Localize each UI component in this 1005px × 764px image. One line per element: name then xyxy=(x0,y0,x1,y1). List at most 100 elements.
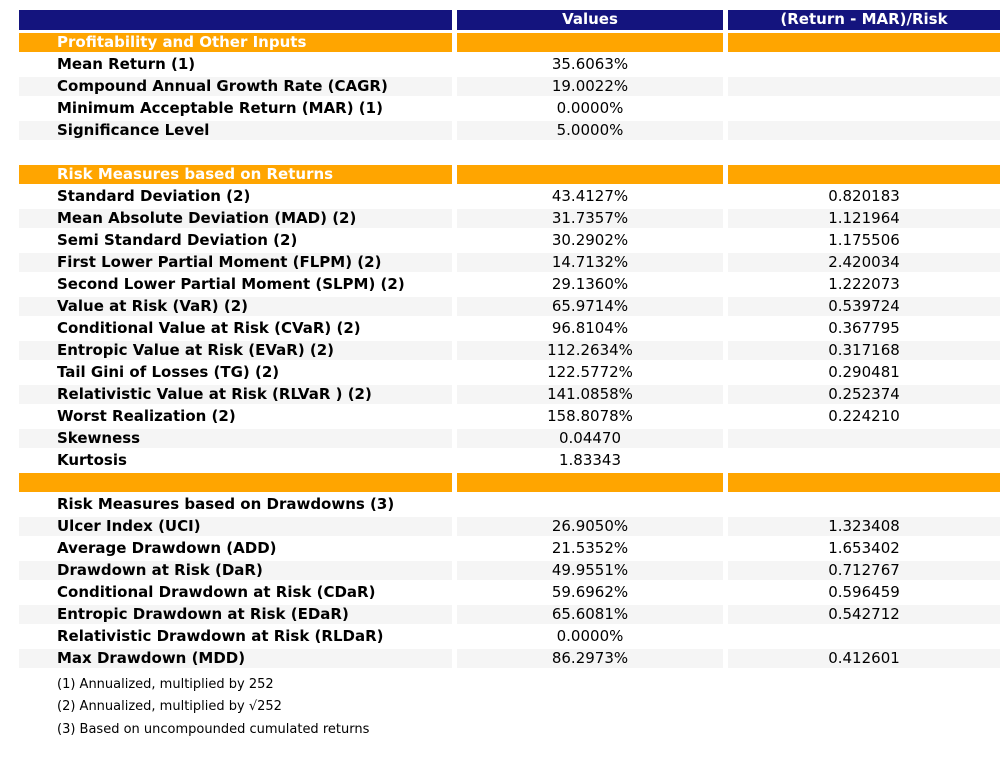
metric-label: Value at Risk (VaR) (2) xyxy=(19,296,452,316)
footnotes: (1) Annualized, multiplied by 252 (2) An… xyxy=(14,676,1005,737)
metric-ratio: 0.712767 xyxy=(728,560,1000,580)
metric-label: Conditional Value at Risk (CVaR) (2) xyxy=(19,318,452,338)
metric-ratio xyxy=(728,98,1000,118)
metric-label: Risk Measures based on Drawdowns (3) xyxy=(19,494,452,514)
metric-label: Risk Measures based on Returns xyxy=(19,164,452,184)
metric-value: 122.5772% xyxy=(457,362,723,382)
metric-label: Relativistic Drawdown at Risk (RLDaR) xyxy=(19,626,452,646)
metric-value xyxy=(457,494,723,514)
metric-value: 141.0858% xyxy=(457,384,723,404)
metric-ratio xyxy=(728,54,1000,74)
table-row: Average Drawdown (ADD) 21.5352% 1.653402 xyxy=(19,538,1000,558)
table-row: Relativistic Value at Risk (RLVaR ) (2) 1… xyxy=(19,384,1000,404)
footnote-1: (1) Annualized, multiplied by 252 xyxy=(57,676,274,692)
metric-label: Semi Standard Deviation (2) xyxy=(19,230,452,250)
table-header-row: Values (Return - MAR)/Risk xyxy=(19,9,1000,30)
metric-ratio xyxy=(728,626,1000,646)
metric-label: Average Drawdown (ADD) xyxy=(19,538,452,558)
metric-value: 1.83343 xyxy=(457,450,723,470)
table-row: Second Lower Partial Moment (SLPM) (2) 29… xyxy=(19,274,1000,294)
risk-measures-table: Values (Return - MAR)/Risk Profitability… xyxy=(14,7,1005,671)
metric-ratio: 0.224210 xyxy=(728,406,1000,426)
table-row: Significance Level 5.0000% xyxy=(19,120,1000,140)
metric-value: 112.2634% xyxy=(457,340,723,360)
subsection-title-row: Risk Measures based on Drawdowns (3) xyxy=(19,494,1000,514)
table-row: Conditional Value at Risk (CVaR) (2) 96.8… xyxy=(19,318,1000,338)
metric-column-header xyxy=(19,9,452,30)
table-row: Minimum Acceptable Return (MAR) (1) 0.000… xyxy=(19,98,1000,118)
table-row: Semi Standard Deviation (2) 30.2902% 1.175… xyxy=(19,230,1000,250)
metric-value: 14.7132% xyxy=(457,252,723,272)
table-row: Entropic Drawdown at Risk (EDaR) 65.6081%… xyxy=(19,604,1000,624)
metric-ratio: 0.412601 xyxy=(728,648,1000,668)
metric-value: 29.1360% xyxy=(457,274,723,294)
metric-value: 86.2973% xyxy=(457,648,723,668)
table-row: Standard Deviation (2) 43.4127% 0.820183 xyxy=(19,186,1000,206)
table-row: Worst Realization (2) 158.8078% 0.224210 xyxy=(19,406,1000,426)
metric-label: Kurtosis xyxy=(19,450,452,470)
metric-ratio xyxy=(728,120,1000,140)
section-header-row: Profitability and Other Inputs xyxy=(19,32,1000,52)
table-row: Mean Return (1) 35.6063% xyxy=(19,54,1000,74)
metric-value: 65.9714% xyxy=(457,296,723,316)
table-row: Kurtosis 1.83343 xyxy=(19,450,1000,470)
table-row: Max Drawdown (MDD) 86.2973% 0.412601 xyxy=(19,648,1000,668)
risk-report: Values (Return - MAR)/Risk Profitability… xyxy=(14,7,1005,737)
metric-ratio: 0.367795 xyxy=(728,318,1000,338)
metric-value: 0.0000% xyxy=(457,626,723,646)
table-row: Relativistic Drawdown at Risk (RLDaR) 0.0… xyxy=(19,626,1000,646)
footnote-2: (2) Annualized, multiplied by √252 xyxy=(57,699,282,714)
metric-label: Significance Level xyxy=(19,120,452,140)
table-row: First Lower Partial Moment (FLPM) (2) 14.… xyxy=(19,252,1000,272)
metric-ratio xyxy=(728,494,1000,514)
metric-label: Minimum Acceptable Return (MAR) (1) xyxy=(19,98,452,118)
ratio-column-header: (Return - MAR)/Risk xyxy=(728,9,1000,30)
metric-value: 19.0022% xyxy=(457,76,723,96)
metric-value: 5.0000% xyxy=(457,120,723,140)
table-row: Skewness 0.04470 xyxy=(19,428,1000,448)
metric-ratio xyxy=(728,428,1000,448)
footnote-3: (3) Based on uncompounded cumulated retu… xyxy=(57,721,370,737)
metric-value: 158.8078% xyxy=(457,406,723,426)
metric-ratio: 1.175506 xyxy=(728,230,1000,250)
metric-value: 21.5352% xyxy=(457,538,723,558)
metric-ratio: 1.222073 xyxy=(728,274,1000,294)
values-column-header: Values xyxy=(457,9,723,30)
metric-ratio: 0.317168 xyxy=(728,340,1000,360)
table-row: Tail Gini of Losses (TG) (2) 122.5772% 0.2… xyxy=(19,362,1000,382)
metric-label: Standard Deviation (2) xyxy=(19,186,452,206)
metric-ratio xyxy=(728,32,1000,52)
metric-ratio: 2.420034 xyxy=(728,252,1000,272)
metric-ratio xyxy=(728,142,1000,162)
metric-label: Ulcer Index (UCI) xyxy=(19,516,452,536)
metric-value: 31.7357% xyxy=(457,208,723,228)
metric-label: Worst Realization (2) xyxy=(19,406,452,426)
metric-value xyxy=(457,472,723,492)
metric-label: Conditional Drawdown at Risk (CDaR) xyxy=(19,582,452,602)
metric-label: Entropic Drawdown at Risk (EDaR) xyxy=(19,604,452,624)
metric-ratio: 1.653402 xyxy=(728,538,1000,558)
metric-label: Max Drawdown (MDD) xyxy=(19,648,452,668)
metric-value xyxy=(457,32,723,52)
metric-ratio xyxy=(728,472,1000,492)
metric-label: Relativistic Value at Risk (RLVaR ) (2) xyxy=(19,384,452,404)
table-row: Ulcer Index (UCI) 26.9050% 1.323408 xyxy=(19,516,1000,536)
metric-value: 0.0000% xyxy=(457,98,723,118)
metric-ratio xyxy=(728,450,1000,470)
metric-label: Profitability and Other Inputs xyxy=(19,32,452,52)
table-row: Drawdown at Risk (DaR) 49.9551% 0.712767 xyxy=(19,560,1000,580)
metric-value: 43.4127% xyxy=(457,186,723,206)
metric-ratio: 0.539724 xyxy=(728,296,1000,316)
metric-value: 65.6081% xyxy=(457,604,723,624)
metric-label: Entropic Value at Risk (EVaR) (2) xyxy=(19,340,452,360)
metric-label xyxy=(19,142,452,162)
metric-value: 0.04470 xyxy=(457,428,723,448)
metric-ratio: 0.252374 xyxy=(728,384,1000,404)
metric-ratio xyxy=(728,76,1000,96)
metric-label: First Lower Partial Moment (FLPM) (2) xyxy=(19,252,452,272)
section-header-row: Risk Measures based on Returns xyxy=(19,164,1000,184)
metric-label xyxy=(19,472,452,492)
metric-ratio: 1.323408 xyxy=(728,516,1000,536)
metric-ratio: 0.542712 xyxy=(728,604,1000,624)
spacer-row xyxy=(19,142,1000,162)
